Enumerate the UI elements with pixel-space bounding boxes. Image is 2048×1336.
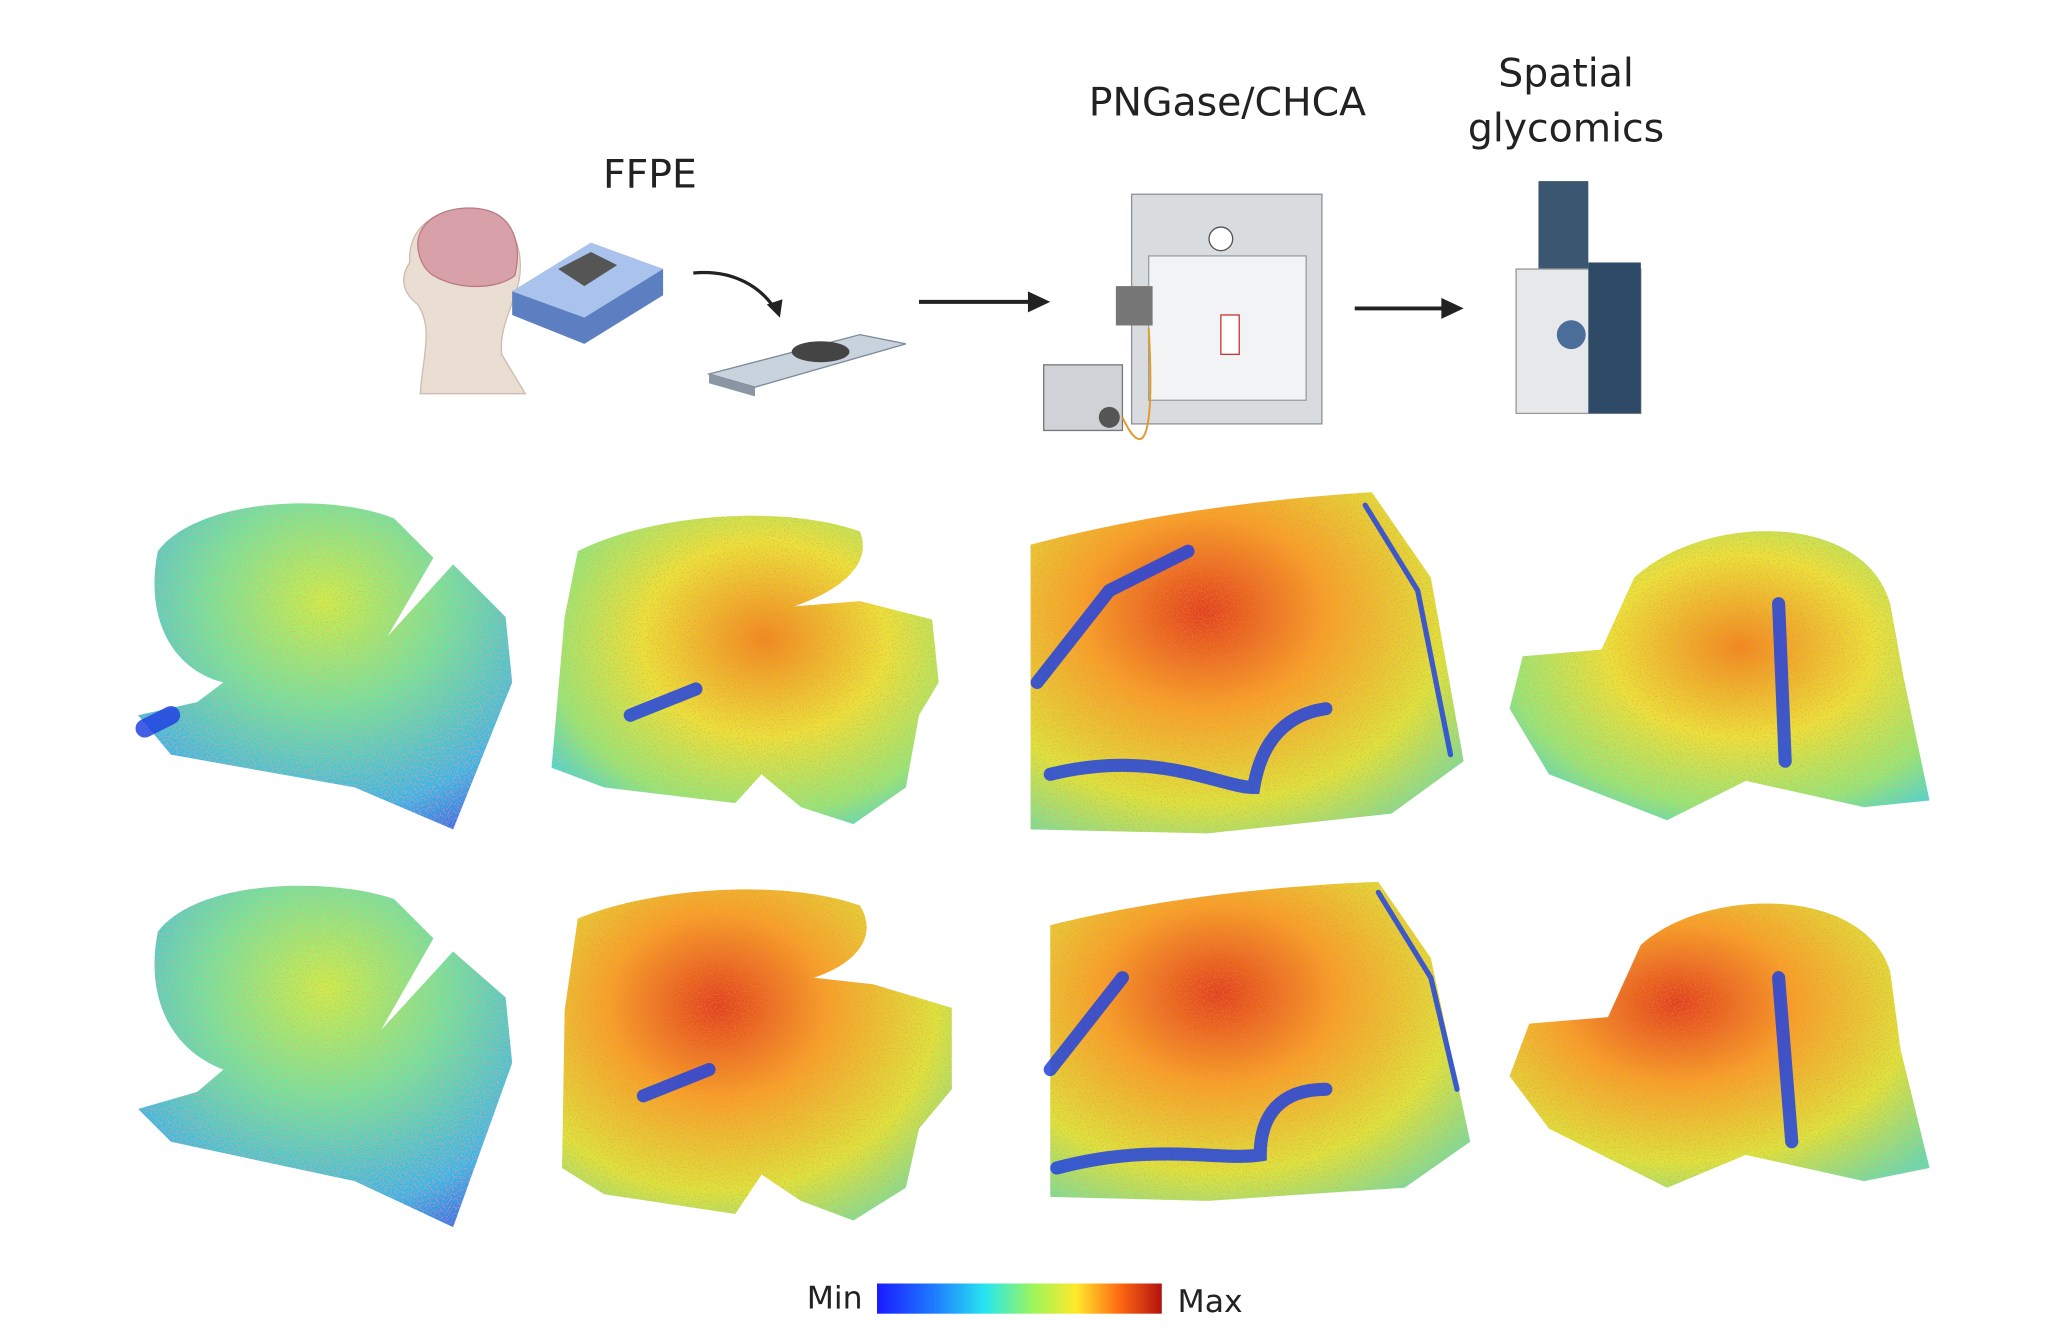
- arrow: [693, 270, 777, 310]
- ion-images: [138, 492, 1930, 1228]
- slide-icon: [706, 333, 907, 397]
- colorbar-max-label: Max: [1178, 1284, 1243, 1320]
- arrow-head: [1027, 291, 1051, 313]
- step-label: FFPE: [603, 152, 697, 198]
- step-label: glycomics: [1468, 106, 1664, 152]
- step-label: PNGase/CHCA: [1089, 79, 1366, 125]
- ion-image-veins: [135, 502, 1799, 1175]
- sprayer-icon: [1043, 193, 1323, 440]
- colorbar-min-label: Min: [807, 1280, 863, 1316]
- arrow-head: [766, 299, 783, 318]
- step-label: Spatial: [1498, 51, 1634, 97]
- arrow-head: [1441, 297, 1464, 319]
- mass-spec-icon: [1515, 181, 1642, 415]
- tissue-block-icon: [512, 242, 664, 344]
- colorbar: [877, 1283, 1162, 1314]
- head-icon: [403, 207, 527, 395]
